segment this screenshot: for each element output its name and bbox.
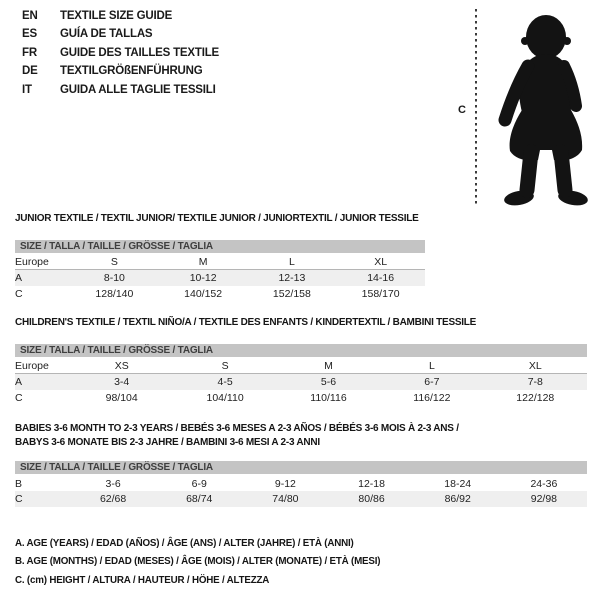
language-title: TEXTILE SIZE GUIDE xyxy=(60,10,173,22)
legend-line: A. AGE (YEARS) / EDAD (AÑOS) / ÂGE (ANS)… xyxy=(15,538,354,549)
section-title: BABIES 3-6 MONTH TO 2-3 YEARS / BEBÉS 3-… xyxy=(15,422,587,449)
measure-value-cell: 10-12 xyxy=(158,269,248,286)
size-table: SIZE / TALLA / TAILLE / GRÖSSE / TAGLIA E… xyxy=(15,343,587,406)
size-column-cell: L xyxy=(380,357,484,374)
size-header-cell: SIZE / TALLA / TAILLE / GRÖSSE / TAGLIA xyxy=(15,461,587,476)
language-title: TEXTILGRÖßENFÜHRUNG xyxy=(60,65,203,78)
section-title: CHILDREN'S TEXTILE / TEXTIL NIÑO/A / TEX… xyxy=(15,316,587,330)
measure-value-cell: 86/92 xyxy=(414,491,501,507)
measure-value-cell: 110/116 xyxy=(310,391,347,404)
language-row: EN TEXTILE SIZE GUIDE xyxy=(22,10,219,28)
measure-label-cell: C xyxy=(15,287,23,300)
legend: A. AGE (YEARS) / EDAD (AÑOS) / ÂGE (ANS)… xyxy=(15,535,380,590)
language-row: IT GUIDA ALLE TAGLIE TESSILI xyxy=(22,84,219,102)
section-title-line: JUNIOR TEXTILE / TEXTIL JUNIOR/ TEXTILE … xyxy=(15,213,419,224)
height-measure-label: C xyxy=(458,104,466,116)
size-table: SIZE / TALLA / TAILLE / GRÖSSE / TAGLIA E… xyxy=(15,239,425,302)
size-header-cell: SIZE / TALLA / TAILLE / GRÖSSE / TAGLIA xyxy=(15,343,587,359)
language-title: GUIDE DES TAILLES TEXTILE xyxy=(60,46,219,59)
measure-label-cell: C xyxy=(15,391,23,404)
language-code: EN xyxy=(22,10,38,22)
language-row: ES GUÍA DE TALLAS xyxy=(22,28,219,46)
size-column-cell: XS xyxy=(70,357,174,374)
language-code: IT xyxy=(22,83,32,96)
measure-label-cell: A xyxy=(15,269,70,286)
measure-row: A 3-4 4-5 5-6 6-7 7-8 xyxy=(15,373,587,390)
size-header-row: SIZE / TALLA / TAILLE / GRÖSSE / TAGLIA xyxy=(15,239,425,255)
section-junior-textile: JUNIOR TEXTILE / TEXTIL JUNIOR/ TEXTILE … xyxy=(15,212,425,302)
region-label-cell: Europe xyxy=(15,253,70,270)
measure-value-cell: 98/104 xyxy=(105,391,138,404)
section-title: JUNIOR TEXTILE / TEXTIL JUNIOR/ TEXTILE … xyxy=(15,212,425,226)
legend-line: C. (cm) HEIGHT / ALTURA / HAUTEUR / HÖHE… xyxy=(15,574,270,586)
section-title-line: CHILDREN'S TEXTILE / TEXTIL NIÑO/A / TEX… xyxy=(15,317,477,328)
measure-value-cell: 6-7 xyxy=(380,373,484,390)
measure-value-cell: 104/110 xyxy=(206,391,244,404)
measure-label-cell: C xyxy=(15,491,70,507)
measure-row: B 3-6 6-9 9-12 12-18 18-24 24-36 xyxy=(15,475,587,491)
language-title: GUÍA DE TALLAS xyxy=(60,28,153,41)
region-label-cell: Europe xyxy=(15,357,70,374)
language-row: DE TEXTILGRÖßENFÜHRUNG xyxy=(22,65,219,83)
measure-value-cell: 14-16 xyxy=(336,269,425,286)
measure-label-cell: B xyxy=(15,477,23,490)
measure-value-cell: 12-13 xyxy=(247,269,337,286)
legend-line: B. AGE (MONTHS) / EDAD (MESES) / ÂGE (MO… xyxy=(15,556,381,568)
measure-value-cell: 116/122 xyxy=(413,391,451,404)
measure-value-cell: 6-9 xyxy=(191,477,207,490)
measure-value-cell: 4-5 xyxy=(173,373,277,390)
size-header-row: SIZE / TALLA / TAILLE / GRÖSSE / TAGLIA xyxy=(15,343,587,359)
measure-row: C 62/68 68/74 74/80 80/86 86/92 92/98 xyxy=(15,491,587,507)
size-column-cell: XL xyxy=(336,253,425,270)
baby-silhouette xyxy=(498,15,588,206)
measure-value-cell: 80/86 xyxy=(328,491,415,507)
baby-silhouette-illustration xyxy=(475,9,588,206)
size-columns-row: Europe S M L XL xyxy=(15,253,425,270)
measure-value-cell: 62/68 xyxy=(70,491,157,507)
section-title-line: BABIES 3-6 MONTH TO 2-3 YEARS / BEBÉS 3-… xyxy=(15,423,459,434)
measure-row: C 128/140 140/152 152/158 158/170 xyxy=(15,286,425,302)
language-code: DE xyxy=(22,65,38,78)
size-column-cell: S xyxy=(70,253,159,270)
measure-value-cell: 12-18 xyxy=(358,477,385,490)
measure-value-cell: 3-4 xyxy=(70,373,174,390)
size-column-cell: S xyxy=(173,357,277,374)
size-header-row: SIZE / TALLA / TAILLE / GRÖSSE / TAGLIA xyxy=(15,461,587,476)
measure-value-cell: 7-8 xyxy=(483,373,587,390)
size-column-cell: M xyxy=(158,253,248,270)
baby-figure: C xyxy=(452,4,600,210)
measure-value-cell: 92/98 xyxy=(500,491,587,507)
measure-value-cell: 18-24 xyxy=(444,477,472,490)
measure-value-cell: 74/80 xyxy=(242,491,329,507)
language-row: FR GUIDE DES TAILLES TEXTILE xyxy=(22,47,219,65)
measure-value-cell: 152/158 xyxy=(272,287,311,300)
measure-value-cell: 9-12 xyxy=(274,477,296,490)
measure-label-cell: A xyxy=(15,373,70,390)
size-column-cell: XL xyxy=(483,357,587,374)
measure-row: C 98/104 104/110 110/116 116/122 122/128 xyxy=(15,390,587,406)
measure-value-cell: 68/74 xyxy=(156,491,243,507)
language-title: GUIDA ALLE TAGLIE TESSILI xyxy=(60,83,216,96)
section-childrens-textile: CHILDREN'S TEXTILE / TEXTIL NIÑO/A / TEX… xyxy=(15,316,587,406)
size-table: SIZE / TALLA / TAILLE / GRÖSSE / TAGLIA B… xyxy=(15,461,587,507)
language-list: EN TEXTILE SIZE GUIDE ES GUÍA DE TALLAS FR GU… xyxy=(22,10,219,102)
section-title-line: BABYS 3-6 MONATE BIS 2-3 JAHRE / BAMBINI… xyxy=(15,436,320,448)
measure-value-cell: 24-36 xyxy=(530,477,558,490)
measure-value-cell: 140/152 xyxy=(184,287,223,300)
size-column-cell: L xyxy=(247,253,337,270)
language-code: FR xyxy=(22,46,37,59)
size-header-cell: SIZE / TALLA / TAILLE / GRÖSSE / TAGLIA xyxy=(15,239,425,255)
measure-value-cell: 122/128 xyxy=(516,391,555,404)
measure-value-cell: 3-6 xyxy=(105,477,121,490)
language-code: ES xyxy=(22,28,37,41)
measure-row: A 8-10 10-12 12-13 14-16 xyxy=(15,269,425,286)
section-babies-textile: BABIES 3-6 MONTH TO 2-3 YEARS / BEBÉS 3-… xyxy=(15,422,587,507)
measure-value-cell: 5-6 xyxy=(276,373,381,390)
measure-value-cell: 158/170 xyxy=(361,287,400,300)
measure-value-cell: 128/140 xyxy=(95,287,134,300)
measure-value-cell: 8-10 xyxy=(70,269,159,286)
size-column-cell: M xyxy=(276,357,381,374)
size-columns-row: Europe XS S M L XL xyxy=(15,357,587,374)
